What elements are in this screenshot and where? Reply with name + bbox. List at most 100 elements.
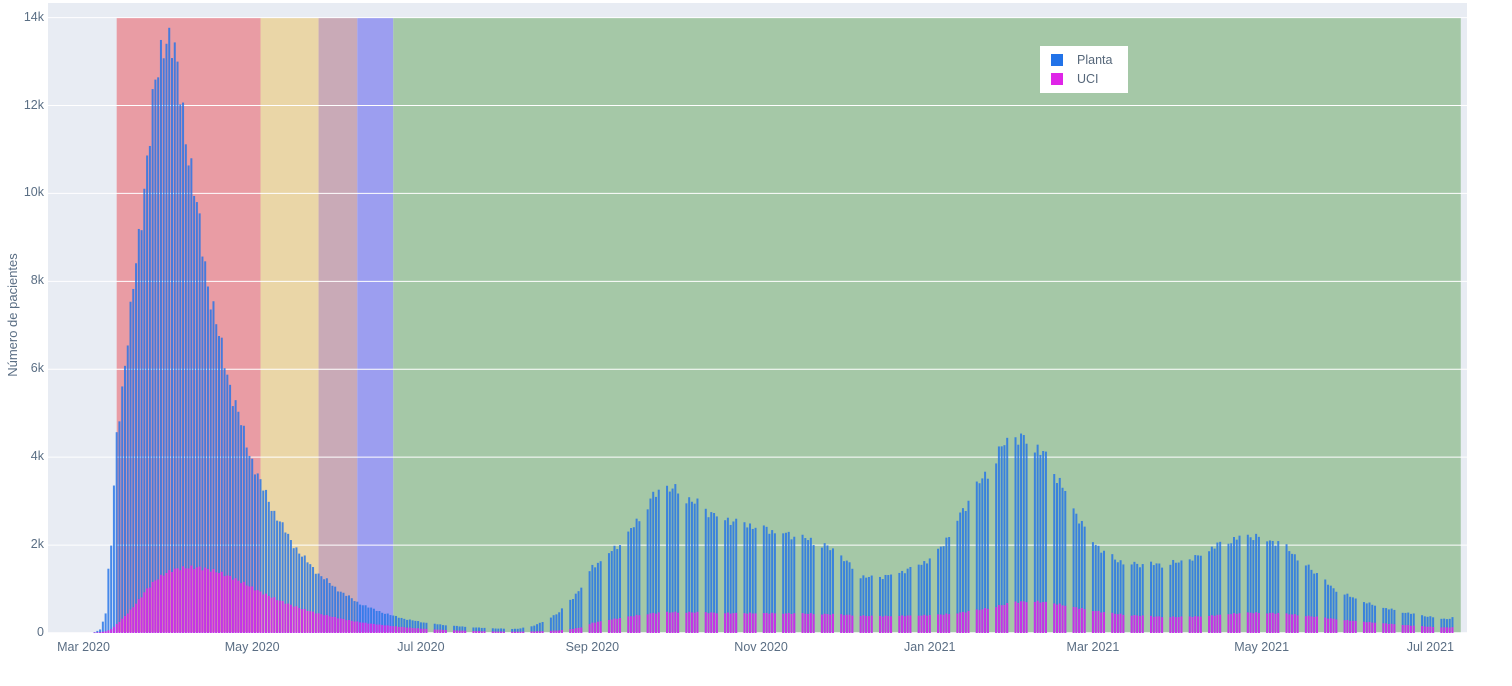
uci-bar[interactable] bbox=[1078, 608, 1081, 633]
planta-bar[interactable] bbox=[220, 337, 223, 633]
planta-bar[interactable] bbox=[212, 301, 215, 633]
planta-bar[interactable] bbox=[522, 627, 525, 633]
planta-bar[interactable] bbox=[1078, 523, 1081, 633]
uci-bar[interactable] bbox=[1158, 616, 1161, 633]
planta-bar[interactable] bbox=[179, 104, 182, 633]
planta-bar[interactable] bbox=[884, 574, 887, 633]
planta-bar[interactable] bbox=[123, 365, 126, 633]
uci-bar[interactable] bbox=[1404, 625, 1407, 633]
planta-bar[interactable] bbox=[826, 545, 829, 633]
uci-bar[interactable] bbox=[220, 571, 223, 633]
uci-bar[interactable] bbox=[1343, 620, 1346, 633]
uci-bar[interactable] bbox=[187, 568, 190, 633]
planta-bar[interactable] bbox=[859, 578, 862, 633]
planta-bar[interactable] bbox=[157, 77, 160, 634]
planta-bar[interactable] bbox=[278, 521, 281, 633]
uci-bar[interactable] bbox=[746, 613, 749, 633]
planta-bar[interactable] bbox=[1382, 607, 1385, 633]
planta-bar[interactable] bbox=[743, 522, 746, 633]
uci-bar[interactable] bbox=[1111, 612, 1114, 633]
planta-bar[interactable] bbox=[1141, 564, 1144, 633]
planta-bar[interactable] bbox=[1335, 591, 1338, 633]
planta-bar[interactable] bbox=[193, 195, 196, 634]
uci-bar[interactable] bbox=[909, 615, 912, 633]
uci-bar[interactable] bbox=[1216, 614, 1219, 633]
uci-bar[interactable] bbox=[986, 608, 989, 633]
uci-bar[interactable] bbox=[1169, 617, 1172, 633]
uci-bar[interactable] bbox=[522, 631, 525, 633]
planta-bar[interactable] bbox=[184, 144, 187, 634]
planta-bar[interactable] bbox=[1404, 612, 1407, 633]
uci-bar[interactable] bbox=[458, 630, 461, 633]
uci-bar[interactable] bbox=[132, 607, 135, 633]
uci-bar[interactable] bbox=[630, 616, 633, 633]
planta-bar[interactable] bbox=[787, 531, 790, 633]
planta-bar[interactable] bbox=[948, 537, 951, 633]
uci-bar[interactable] bbox=[96, 632, 99, 633]
planta-bar[interactable] bbox=[1022, 435, 1025, 633]
uci-bar[interactable] bbox=[439, 629, 442, 633]
uci-bar[interactable] bbox=[809, 613, 812, 633]
planta-bar[interactable] bbox=[607, 553, 610, 633]
uci-bar[interactable] bbox=[1177, 617, 1180, 633]
planta-bar[interactable] bbox=[1443, 618, 1446, 633]
uci-bar[interactable] bbox=[361, 622, 364, 633]
uci-bar[interactable] bbox=[1382, 623, 1385, 633]
planta-bar[interactable] bbox=[549, 617, 552, 633]
legend-item-uci[interactable]: UCI bbox=[1051, 72, 1112, 86]
planta-bar[interactable] bbox=[1138, 567, 1141, 633]
uci-bar[interactable] bbox=[607, 619, 610, 633]
planta-bar[interactable] bbox=[132, 288, 135, 633]
uci-bar[interactable] bbox=[903, 616, 906, 633]
planta-bar[interactable] bbox=[1249, 537, 1252, 633]
uci-bar[interactable] bbox=[151, 581, 154, 633]
planta-bar[interactable] bbox=[1155, 563, 1158, 633]
uci-bar[interactable] bbox=[920, 615, 923, 633]
uci-bar[interactable] bbox=[1141, 615, 1144, 633]
planta-bar[interactable] bbox=[1288, 551, 1291, 633]
uci-bar[interactable] bbox=[843, 615, 846, 633]
planta-bar[interactable] bbox=[1119, 560, 1122, 633]
planta-bar[interactable] bbox=[848, 562, 851, 633]
planta-bar[interactable] bbox=[356, 601, 359, 633]
planta-bar[interactable] bbox=[345, 595, 348, 633]
planta-bar[interactable] bbox=[1296, 560, 1299, 633]
planta-bar[interactable] bbox=[845, 560, 848, 633]
uci-bar[interactable] bbox=[135, 603, 138, 633]
planta-bar[interactable] bbox=[1122, 564, 1125, 633]
uci-bar[interactable] bbox=[173, 568, 176, 633]
uci-bar[interactable] bbox=[1393, 624, 1396, 633]
planta-bar[interactable] bbox=[389, 615, 392, 633]
planta-bar[interactable] bbox=[945, 537, 948, 633]
uci-bar[interactable] bbox=[345, 620, 348, 633]
uci-bar[interactable] bbox=[411, 628, 414, 633]
uci-bar[interactable] bbox=[419, 628, 422, 633]
uci-bar[interactable] bbox=[995, 607, 998, 633]
uci-bar[interactable] bbox=[1401, 625, 1404, 633]
planta-bar[interactable] bbox=[635, 518, 638, 633]
uci-bar[interactable] bbox=[1268, 612, 1271, 633]
planta-bar[interactable] bbox=[267, 501, 270, 633]
uci-bar[interactable] bbox=[1257, 613, 1260, 633]
planta-bar[interactable] bbox=[572, 599, 575, 633]
uci-bar[interactable] bbox=[190, 565, 193, 633]
uci-bar[interactable] bbox=[364, 622, 367, 633]
uci-bar[interactable] bbox=[732, 613, 735, 633]
uci-bar[interactable] bbox=[937, 614, 940, 633]
uci-bar[interactable] bbox=[964, 612, 967, 633]
uci-bar[interactable] bbox=[1161, 617, 1164, 633]
uci-bar[interactable] bbox=[1313, 616, 1316, 633]
planta-bar[interactable] bbox=[917, 564, 920, 633]
planta-bar[interactable] bbox=[414, 620, 417, 633]
uci-bar[interactable] bbox=[926, 615, 929, 633]
uci-bar[interactable] bbox=[251, 586, 254, 633]
uci-bar[interactable] bbox=[1116, 614, 1119, 633]
uci-bar[interactable] bbox=[1006, 603, 1009, 633]
planta-bar[interactable] bbox=[1432, 617, 1435, 633]
uci-bar[interactable] bbox=[1055, 604, 1058, 633]
uci-bar[interactable] bbox=[901, 615, 904, 633]
planta-bar[interactable] bbox=[242, 425, 245, 633]
uci-bar[interactable] bbox=[1423, 626, 1426, 633]
uci-bar[interactable] bbox=[284, 603, 287, 633]
planta-bar[interactable] bbox=[1091, 542, 1094, 633]
